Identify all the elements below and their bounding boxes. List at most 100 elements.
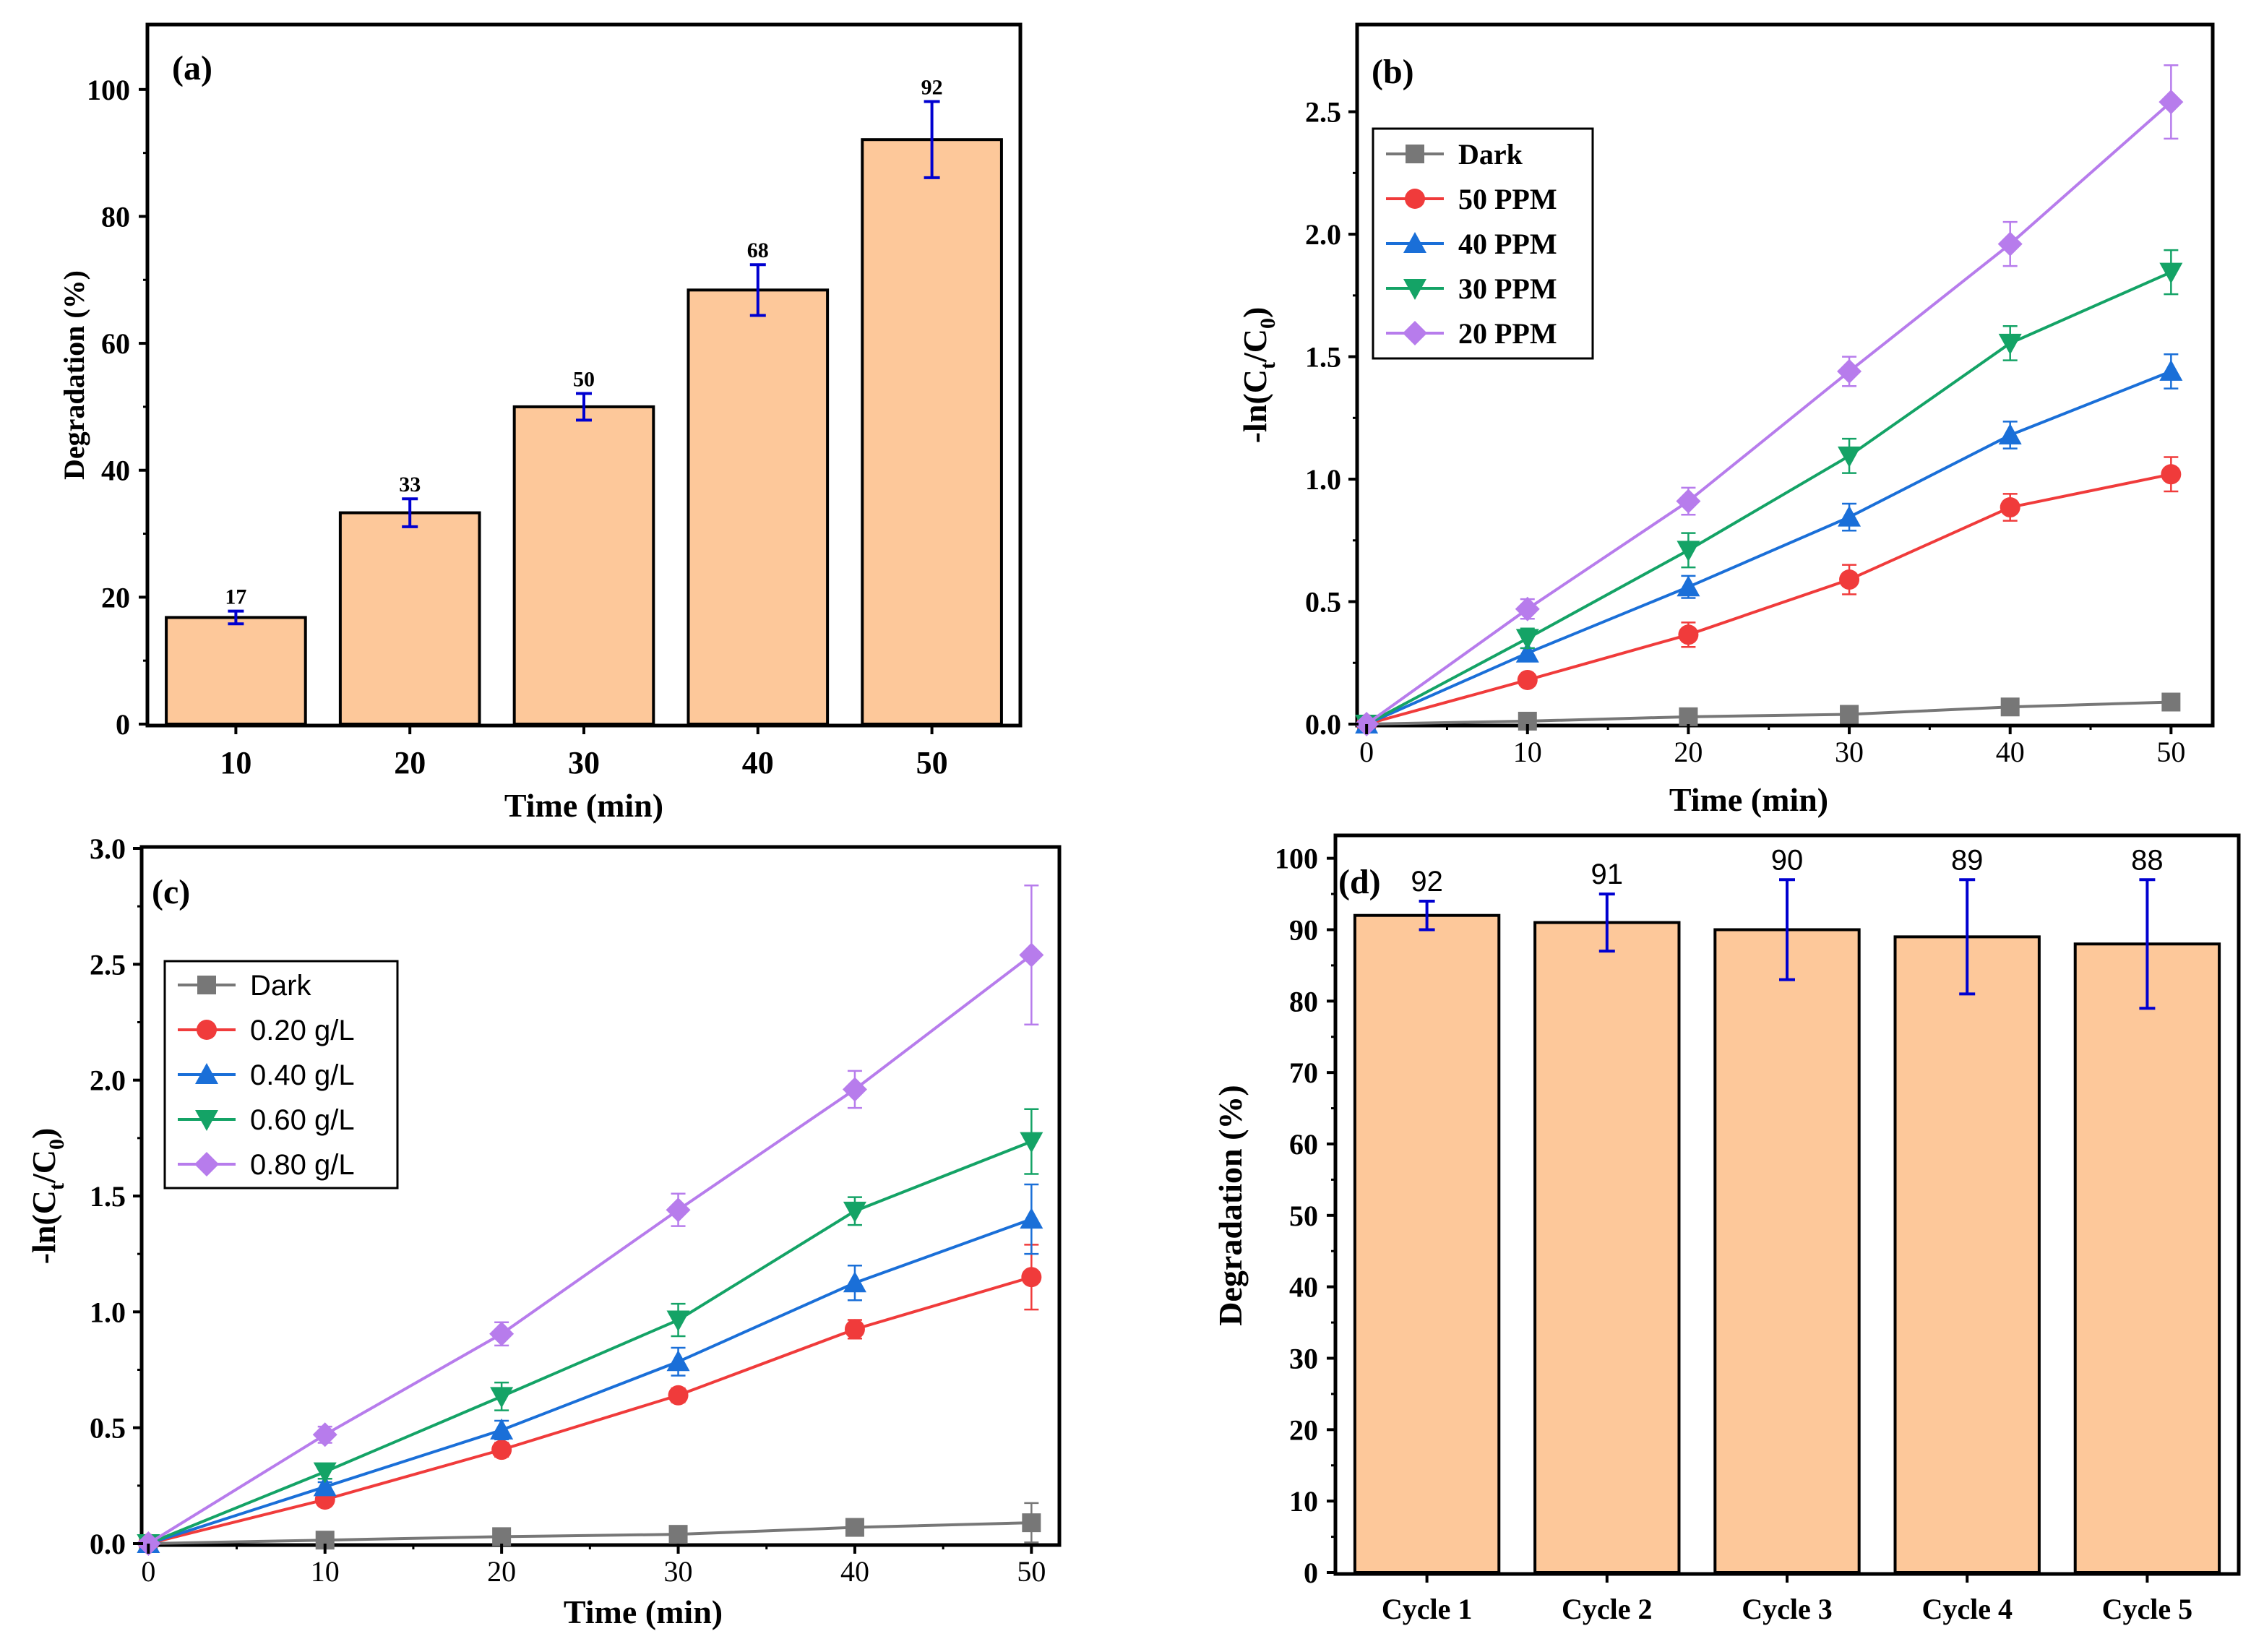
bar-4 [687, 288, 830, 726]
y-tick-label: 100 [1275, 843, 1318, 875]
y-tick-label: 20 [101, 581, 130, 614]
data-point [1677, 541, 1700, 562]
data-point [2161, 464, 2182, 485]
panel-c-label: (c) [152, 873, 190, 911]
y-tick-label: 10 [1289, 1485, 1318, 1518]
panel-c-ylabel: -ln(Ct/C0) [25, 1128, 69, 1265]
data-point [1840, 705, 1859, 724]
bar-5 [2073, 942, 2221, 1574]
series-3 [137, 1183, 1043, 1553]
y-tick-label: 0.0 [90, 1528, 126, 1560]
error-bar-1 [228, 609, 244, 626]
data-point [491, 1440, 512, 1460]
panel-d-ticks: Cycle 1 Cycle 2 Cycle 3 Cycle 4 Cycle 5 0 10 20… [1275, 843, 2192, 1625]
data-point [1837, 358, 1862, 384]
y-tick-label: 60 [1289, 1128, 1318, 1161]
data-point [1998, 333, 2022, 355]
legend-label-1: Dark [1458, 138, 1523, 171]
series-2 [1356, 456, 2182, 734]
panel-d-error-bars [1419, 878, 2156, 1010]
data-point [2159, 359, 2183, 381]
series-line [1365, 100, 2172, 726]
legend-marker-1 [197, 976, 216, 994]
legend-label-4: 30 PPM [1458, 272, 1557, 305]
panel-b-ticks: 0 10 20 30 40 50 0.0 0.5 1.0 1.5 2.0 2.5 [1305, 96, 2185, 768]
data-point [1997, 231, 2023, 257]
value-label-2: 91 [1591, 859, 1624, 890]
series-3 [1355, 353, 2183, 733]
panel-d-bars: 92 91 90 89 88 [1353, 844, 2221, 1575]
x-tick-label: Cycle 4 [1921, 1593, 2013, 1625]
data-point [2161, 692, 2181, 712]
value-label-1: 92 [1411, 866, 1443, 898]
value-label-1: 17 [225, 585, 246, 609]
data-point [490, 1387, 514, 1408]
data-point [1020, 1132, 1043, 1153]
data-point [845, 1518, 864, 1537]
y-tick-label: 1.0 [1305, 463, 1341, 496]
value-label-3: 50 [573, 367, 595, 391]
y-tick-label: 1.0 [90, 1296, 126, 1328]
bar-2 [338, 511, 481, 726]
panel-a-ticks: 10 20 30 40 50 0 20 40 60 80 100 [87, 74, 948, 780]
data-point [1839, 569, 1860, 590]
series-line [147, 1275, 1032, 1545]
series-line [1366, 370, 2172, 726]
panel-b-xlabel: Time (min) [1669, 781, 1828, 818]
error-bar-5 [924, 100, 940, 179]
value-label-4: 68 [747, 238, 769, 262]
x-tick-label: Cycle 2 [1562, 1593, 1653, 1625]
x-tick-label: 50 [916, 745, 948, 780]
bar-3 [1713, 928, 1861, 1575]
x-tick-label: 50 [2156, 736, 2185, 768]
data-point [2159, 262, 2183, 284]
y-tick-label: 20 [1289, 1414, 1318, 1446]
error-bar-3 [1779, 878, 1795, 981]
value-label-5: 92 [921, 76, 943, 100]
data-point [2000, 697, 2020, 717]
data-point [666, 1350, 690, 1372]
series-line [148, 1521, 1032, 1545]
data-point [1838, 446, 1862, 468]
x-tick-label: 20 [1674, 736, 1703, 768]
panel-b-frame [1355, 22, 2215, 728]
y-tick-label: 40 [101, 455, 130, 487]
series-line [147, 953, 1033, 1545]
panel-b: 0 10 20 30 40 50 0.0 0.5 1.0 1.5 2.0 2.5 (b) Time (… [1236, 22, 2215, 818]
panel-b-legend: Dark 50 PPM 40 PPM 30 PPM 20 PPM [1372, 127, 1594, 360]
value-label-5: 88 [2131, 844, 2164, 876]
bar-5 [861, 138, 1003, 726]
y-tick-label: 2.5 [90, 948, 126, 981]
series-line [1366, 700, 2172, 726]
data-point [844, 1319, 865, 1340]
bar-4 [1893, 935, 2041, 1574]
y-tick-label: 0.5 [1305, 586, 1341, 619]
x-tick-label: 10 [220, 745, 251, 780]
error-bar-2 [1598, 892, 1615, 953]
value-label-4: 89 [1951, 844, 1984, 876]
data-point [843, 1201, 866, 1223]
data-point [1517, 669, 1538, 690]
series-5 [136, 885, 1044, 1556]
y-tick-label: 2.5 [1305, 96, 1341, 129]
x-tick-label: 20 [487, 1555, 516, 1588]
y-tick-label: 0 [116, 708, 130, 741]
panel-a-error-bars [228, 100, 940, 626]
x-tick-label: 30 [568, 745, 600, 780]
legend-marker-3 [195, 1063, 218, 1084]
data-point [1676, 489, 1701, 514]
y-tick-label: 40 [1289, 1271, 1318, 1304]
y-tick-label: 2.0 [90, 1064, 126, 1097]
legend-label-1: Dark [250, 970, 311, 1002]
legend-marker-5 [194, 1152, 219, 1176]
x-tick-label: 30 [664, 1555, 693, 1588]
x-tick-label: Cycle 5 [2102, 1593, 2193, 1625]
data-point [666, 1197, 691, 1223]
data-point [666, 1310, 690, 1332]
y-tick-label: 2.0 [1305, 218, 1341, 251]
data-point [2159, 90, 2184, 115]
series-2 [138, 1244, 1042, 1554]
legend-label-3: 0.40 g/L [250, 1059, 355, 1091]
